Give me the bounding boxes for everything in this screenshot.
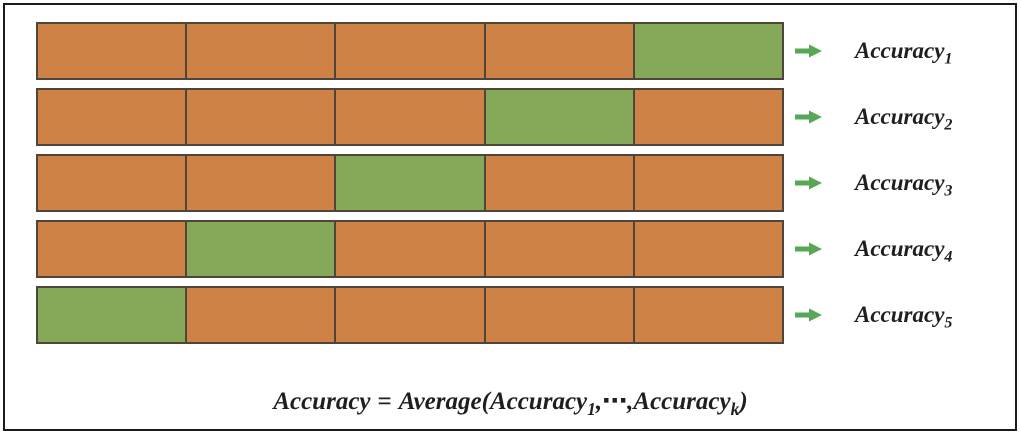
fold-segment-train: [632, 222, 783, 276]
fold-segment-train: [632, 288, 783, 342]
fold-segment-train: [334, 24, 484, 78]
formula-equals: =: [377, 388, 392, 415]
fold-segment-train: [185, 288, 335, 342]
fold-row-4: Accuracy4: [36, 220, 952, 278]
fold-segment-train: [185, 24, 335, 78]
accuracy-label-text: Accuracy: [855, 236, 945, 261]
fold-bar: [36, 22, 784, 80]
accuracy-label: Accuracy3: [855, 170, 952, 199]
fold-segment-train: [483, 222, 633, 276]
accuracy-label-text: Accuracy: [855, 170, 945, 195]
fold-row-5: Accuracy5: [36, 286, 952, 344]
arrow-right-icon: [795, 242, 822, 256]
accuracy-label: Accuracy5: [855, 302, 952, 331]
accuracy-formula: Accuracy = Average(Accuracy1,⋯,Accuracyk): [0, 386, 1021, 419]
formula-arg-last: Accuracy: [633, 388, 731, 415]
accuracy-label: Accuracy2: [855, 104, 952, 133]
formula-arg-last-subscript: k: [730, 399, 740, 419]
accuracy-label-subscript: 5: [944, 314, 953, 332]
arrow-right-icon: [795, 110, 822, 124]
formula-ellipsis: ,⋯,: [595, 388, 634, 415]
arrow-right-icon: [795, 44, 822, 58]
accuracy-label-subscript: 2: [944, 116, 953, 134]
fold-segment-validation: [334, 156, 484, 210]
accuracy-label-subscript: 4: [944, 248, 953, 266]
formula-lhs: Accuracy: [273, 388, 371, 415]
fold-segment-train: [483, 24, 633, 78]
fold-segment-validation: [483, 90, 633, 144]
accuracy-label-text: Accuracy: [855, 302, 945, 327]
fold-segment-train: [483, 288, 633, 342]
fold-bar: [36, 88, 784, 146]
accuracy-label-subscript: 3: [944, 182, 953, 200]
fold-segment-validation: [185, 222, 335, 276]
accuracy-label-text: Accuracy: [855, 104, 945, 129]
fold-row-2: Accuracy2: [36, 88, 952, 146]
fold-bar: [36, 154, 784, 212]
fold-segment-train: [632, 156, 783, 210]
fold-segment-validation: [632, 24, 783, 78]
fold-segment-train: [38, 222, 186, 276]
fold-segment-train: [185, 156, 335, 210]
fold-segment-train: [334, 288, 484, 342]
accuracy-label: Accuracy4: [855, 236, 952, 265]
fold-segment-train: [334, 222, 484, 276]
arrow-right-icon: [795, 176, 822, 190]
accuracy-label-subscript: 1: [944, 50, 953, 68]
fold-bar: [36, 220, 784, 278]
fold-bar: [36, 286, 784, 344]
fold-segment-train: [38, 90, 186, 144]
fold-segment-train: [334, 90, 484, 144]
fold-row-3: Accuracy3: [36, 154, 952, 212]
formula-close-paren: ): [739, 388, 748, 415]
accuracy-label-text: Accuracy: [855, 38, 945, 63]
arrow-right-icon: [795, 308, 822, 322]
fold-segment-validation: [38, 288, 186, 342]
fold-segment-train: [185, 90, 335, 144]
accuracy-label: Accuracy1: [855, 38, 952, 67]
fold-segment-train: [38, 24, 186, 78]
formula-function: Average(: [398, 388, 490, 415]
formula-arg-first-subscript: 1: [587, 399, 596, 419]
fold-row-1: Accuracy1: [36, 22, 952, 80]
fold-segment-train: [632, 90, 783, 144]
fold-segment-train: [38, 156, 186, 210]
fold-segment-train: [483, 156, 633, 210]
formula-arg-first: Accuracy: [489, 388, 588, 415]
